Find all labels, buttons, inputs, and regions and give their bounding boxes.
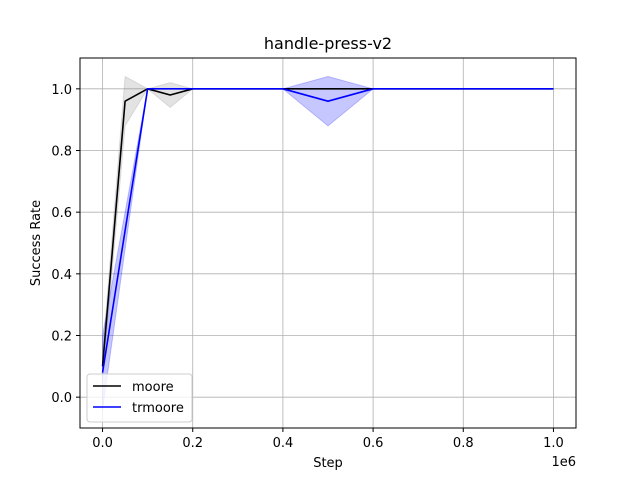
legend-label-moore: moore: [132, 380, 174, 395]
grid: [80, 58, 576, 428]
x-axis-multiplier: 1e6: [551, 455, 576, 470]
plot-frame: [79, 57, 577, 429]
x-axis-ticks: 0.0 0.2 0.4 0.6 0.8 1.0: [92, 428, 564, 451]
y-tick-label: 1.0: [51, 83, 72, 98]
y-tick-label: 0.8: [51, 145, 72, 160]
x-tick-label: 0.6: [363, 436, 384, 451]
line-trmoore: [101, 88, 554, 373]
x-tick-label: 1.0: [543, 436, 564, 451]
chart-title: handle-press-v2: [264, 34, 392, 53]
y-tick-label: 0.0: [51, 391, 72, 406]
x-tick-label: 0.2: [182, 436, 203, 451]
y-tick-label: 0.6: [51, 206, 72, 221]
y-axis-ticks: 0.0 0.2 0.4 0.6 0.8 1.0: [51, 83, 80, 406]
legend-label-trmoore: trmoore: [132, 401, 184, 416]
x-tick-label: 0.8: [453, 436, 474, 451]
x-tick-label: 0.4: [273, 436, 294, 451]
y-tick-label: 0.2: [51, 330, 72, 345]
y-axis-label: Success Rate: [29, 200, 44, 286]
x-tick-label: 0.0: [92, 436, 113, 451]
y-tick-label: 0.4: [51, 268, 72, 283]
x-axis-label: Step: [313, 456, 343, 471]
legend: moore trmoore: [86, 373, 193, 423]
series-lines: [101, 88, 554, 373]
